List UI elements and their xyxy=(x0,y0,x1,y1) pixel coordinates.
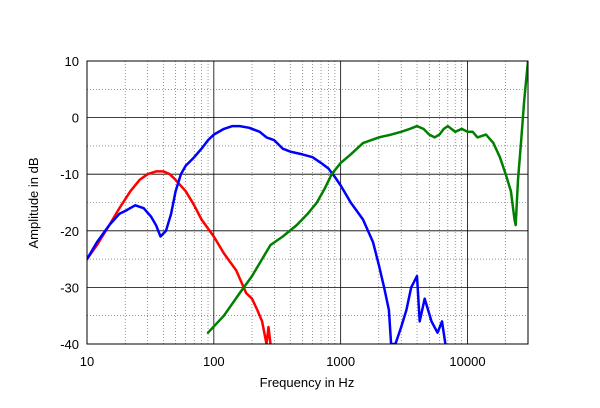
plot-frame xyxy=(86,60,529,345)
grid xyxy=(87,61,528,344)
y-tick-label: -30 xyxy=(60,280,79,295)
x-tick-label: 1000 xyxy=(326,354,355,369)
x-axis-label: Frequency in Hz xyxy=(260,375,355,390)
series-line-2 xyxy=(87,124,447,344)
y-tick-label: 10 xyxy=(65,54,79,69)
x-tick-label: 10000 xyxy=(449,354,485,369)
x-tick-label: 100 xyxy=(203,354,225,369)
y-tick-label: -20 xyxy=(60,224,79,239)
series-line-1 xyxy=(87,170,272,344)
y-tick-label: 0 xyxy=(72,111,79,126)
y-tick-label: -10 xyxy=(60,167,79,182)
y-tick-label: -40 xyxy=(60,337,79,352)
x-tick-label: 10 xyxy=(80,354,94,369)
y-axis-label: Amplitude in dB xyxy=(26,157,41,248)
series-group xyxy=(87,61,528,344)
series-line-3 xyxy=(206,61,528,334)
